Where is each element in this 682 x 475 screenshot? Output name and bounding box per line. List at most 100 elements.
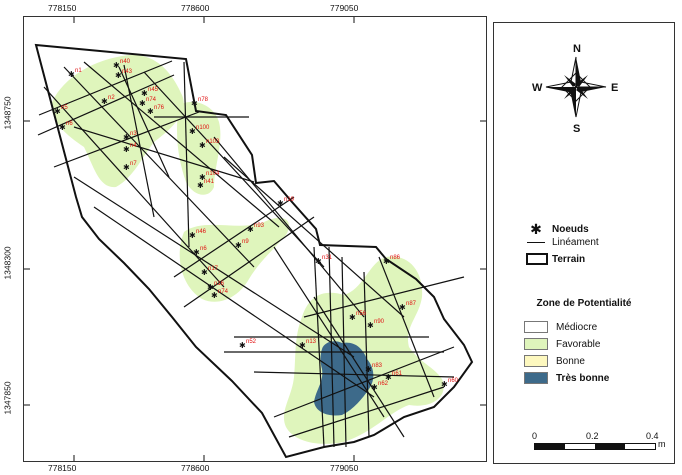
node-star: ✱ (207, 283, 214, 292)
node-star: ✱ (371, 383, 378, 392)
node-label: n56 (356, 311, 367, 317)
node-star: ✱ (123, 133, 130, 142)
node-label: n45 (148, 87, 159, 93)
legend-noeuds-label: Noeuds (552, 224, 589, 235)
node-star: ✱ (383, 257, 390, 266)
node-label: n86 (390, 255, 401, 261)
coord-x-bottom-3: 779050 (330, 463, 359, 473)
legend-class-label: Favorable (556, 338, 601, 350)
lineament-symbol-icon (526, 237, 546, 248)
node-star: ✱ (235, 241, 242, 250)
node-label: n40 (120, 59, 131, 65)
swatch-mediocre (524, 321, 548, 333)
favorable-zone-north-center (176, 101, 221, 195)
coord-y-left-1: 1348750 (2, 96, 13, 130)
legend-class-mediocre: Médiocre (524, 321, 597, 333)
node-label: n43 (122, 69, 133, 75)
node-label: n7 (130, 161, 137, 167)
swatch-tres-bonne (524, 372, 548, 384)
legend-zone-title: Zone de Potentialité (536, 298, 632, 309)
node-label: n16 (214, 281, 225, 287)
node-star: ✱ (199, 173, 206, 182)
compass-e: E (611, 82, 618, 94)
node-label: n93 (254, 223, 265, 229)
node-label: n87 (406, 301, 417, 307)
node-star: ✱ (101, 97, 108, 106)
node-label: n6 (200, 246, 207, 252)
legend-row-lineament: Linéament (526, 237, 599, 248)
coord-y-left-2: 1348300 (2, 246, 13, 280)
node-label: n78 (198, 97, 209, 103)
node-label: n74 (146, 97, 157, 103)
node-star: ✱ (211, 291, 218, 300)
node-star: ✱ (299, 341, 306, 350)
node-label: n103 (206, 139, 220, 145)
node-star: ✱ (239, 341, 246, 350)
node-star: ✱ (147, 107, 154, 116)
node-star: ✱ (123, 145, 130, 154)
node-star: ✱ (247, 225, 254, 234)
node-label: n17 (208, 266, 219, 272)
scale-unit: m (658, 439, 666, 449)
node-label: n62 (378, 381, 389, 387)
legend-row-terrain: Terrain (526, 253, 585, 265)
coord-x-top-1: 778150 (48, 3, 77, 13)
node-star: ✱ (139, 99, 146, 108)
node-star: ✱ (399, 303, 406, 312)
lineaments (37, 60, 465, 448)
node-label: n90 (374, 319, 385, 325)
compass-n: N (573, 43, 581, 55)
coord-y-left-3: 1347850 (2, 381, 13, 415)
node-star: ✱ (315, 257, 322, 266)
node-star: ✱ (123, 163, 130, 172)
node-label: n52 (246, 339, 257, 345)
node-star: ✱ (189, 127, 196, 136)
node-label: n76 (154, 105, 165, 111)
node-label: n74 (218, 289, 229, 295)
legend-row-noeuds: ✱ Noeuds (526, 221, 589, 238)
legend-class-label: Très bonne (556, 372, 610, 384)
node-star: ✱ (385, 373, 392, 382)
node-star: ✱ (349, 313, 356, 322)
node-star: ✱ (277, 199, 284, 208)
compass-w: W (532, 82, 543, 94)
legend-class-bonne: Bonne (524, 355, 585, 367)
nodes: ✱✱✱✱✱✱✱✱✱✱✱✱✱✱✱✱✱✱✱✱✱✱✱✱✱✱ ✱✱✱✱ ✱✱✱✱✱✱ (54, 61, 448, 392)
node-label: n13 (306, 339, 317, 345)
node-label: n100 (196, 125, 210, 131)
node-star: ✱ (141, 89, 148, 98)
terrain-symbol-icon (526, 253, 548, 265)
scale-tick-1: 0.2 (586, 431, 599, 441)
node-star: ✱ (367, 321, 374, 330)
node-label: n2 (108, 95, 115, 101)
node-star: ✱ (189, 231, 196, 240)
node-star: ✱ (201, 268, 208, 277)
legend-terrain-label: Terrain (552, 253, 586, 265)
node-star: ✱ (191, 99, 198, 108)
node-star: ✱ (54, 107, 61, 116)
node-label: n3 (130, 131, 137, 137)
node-star: ✱ (441, 380, 448, 389)
coord-x-bottom-2: 778600 (181, 463, 210, 473)
node-label: n104 (206, 171, 220, 177)
node-star: ✱ (115, 71, 122, 80)
legend-class-label: Bonne (556, 355, 585, 367)
scale-tick-2: 0.4 (646, 431, 659, 441)
tres-bonne-zone (314, 341, 374, 416)
node-label: n19 (284, 197, 295, 203)
tres-bonne-zone-shape (314, 341, 374, 416)
legend-class-tres-bonne: Très bonne (524, 372, 609, 384)
node-star: ✱ (68, 70, 75, 79)
favorable-zone-west-middle (179, 217, 290, 302)
node-label: n4 (130, 143, 137, 149)
compass-star (545, 56, 607, 118)
legend-class-favorable: Favorable (524, 338, 600, 350)
node-star: ✱ (365, 365, 372, 374)
node-label: n1 (75, 68, 82, 74)
node-star: ✱ (59, 123, 66, 132)
node-label: n46 (196, 229, 207, 235)
swatch-favorable (524, 338, 548, 350)
node-star: ✱ (193, 248, 200, 257)
node-label: n9 (242, 239, 249, 245)
node-label: n31 (322, 255, 333, 261)
